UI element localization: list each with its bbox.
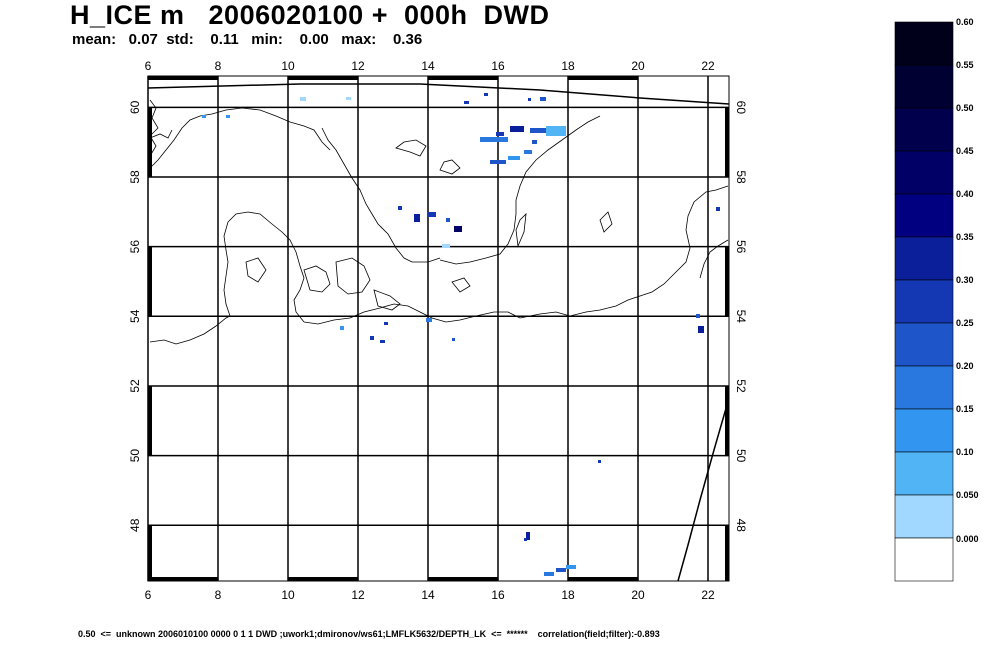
frame-bar (428, 76, 498, 80)
frame-bar (725, 246, 729, 317)
colorbar-swatch (894, 107, 954, 152)
lat-tick-label-right: 48 (734, 519, 748, 533)
field-statistics: mean: 0.07 std: 0.11 min: 0.00 max: 0.36 (72, 31, 423, 48)
colorbar-label: 0.40 (956, 189, 974, 199)
colorbar-label: 0.25 (956, 318, 974, 328)
lat-tick-label-right: 60 (734, 101, 748, 115)
ice-cover-pixels (202, 93, 720, 576)
frame-bar (568, 76, 638, 80)
plot-title: H_ICE m 2006020100 + 000h DWD (70, 0, 550, 30)
colorbar-label: 0.000 (956, 534, 979, 544)
domain-boundary-lines (147, 83, 730, 582)
frame-bar (725, 525, 729, 581)
lat-tick-label-left: 58 (128, 170, 142, 184)
colorbar-swatch (894, 236, 954, 281)
lon-tick-label-bottom: 18 (561, 588, 575, 602)
frame-bar (148, 246, 152, 317)
frame-bar (568, 577, 638, 581)
colorbar-label: 0.45 (956, 146, 974, 156)
lon-tick-label-bottom: 8 (215, 588, 222, 602)
lat-tick-label-left: 56 (128, 240, 142, 254)
colorbar-label: 0.10 (956, 447, 974, 457)
colorbar-label: 0.60 (956, 17, 974, 27)
colorbar-label: 0.35 (956, 232, 974, 242)
lat-tick-label-right: 50 (734, 449, 748, 463)
frame-alternating-bars (148, 76, 729, 581)
lat-tick-label-left: 50 (128, 449, 142, 463)
colorbar-swatch (894, 408, 954, 453)
lon-tick-label-top: 18 (561, 59, 575, 73)
frame-bar (148, 385, 152, 456)
colorbar-swatch (894, 21, 954, 66)
frame-bar (148, 76, 218, 80)
lat-tick-label-right: 58 (734, 170, 748, 184)
lat-lon-grid (147, 76, 729, 581)
lon-tick-label-top: 14 (421, 59, 435, 73)
colorbar-swatch (894, 537, 954, 582)
lon-tick-label-bottom: 6 (145, 588, 152, 602)
lat-tick-label-left: 52 (128, 379, 142, 393)
lon-tick-label-bottom: 22 (701, 588, 715, 602)
lat-tick-label-left: 60 (128, 100, 142, 114)
lon-tick-label-bottom: 12 (351, 588, 365, 602)
lon-tick-label-top: 6 (145, 59, 152, 73)
colorbar-label: 0.30 (956, 275, 974, 285)
lat-tick-label-right: 54 (734, 310, 748, 324)
colorbar-swatch (894, 150, 954, 195)
lon-tick-label-top: 16 (491, 59, 505, 73)
colorbar-swatch (894, 494, 954, 539)
lat-tick-label-left: 54 (128, 309, 142, 323)
frame-bar (288, 76, 358, 80)
frame-bar (148, 525, 152, 581)
lon-tick-label-bottom: 14 (421, 588, 435, 602)
frame-bar (725, 107, 729, 177)
frame-bar (428, 577, 498, 581)
colorbar: 0.60 0.55 0.50 0.45 0.40 0.35 0.30 0.25 0.20 0.15… (894, 17, 979, 582)
lon-tick-label-top: 20 (631, 59, 645, 73)
colorbar-swatch (894, 451, 954, 496)
colorbar-swatch (894, 322, 954, 367)
colorbar-swatch (894, 193, 954, 238)
frame-bar (148, 107, 152, 177)
lon-tick-label-top: 10 (281, 59, 295, 73)
lon-tick-label-bottom: 20 (631, 588, 645, 602)
colorbar-label: 0.15 (956, 404, 974, 414)
lon-tick-label-bottom: 16 (491, 588, 505, 602)
lon-tick-label-top: 12 (351, 59, 365, 73)
lon-tick-label-bottom: 10 (281, 588, 295, 602)
colorbar-swatch (894, 365, 954, 410)
lon-tick-label-top: 8 (215, 59, 222, 73)
lat-tick-label-right: 56 (734, 240, 748, 254)
lon-tick-label-top: 22 (701, 59, 715, 73)
coastlines (149, 99, 729, 345)
colorbar-label: 0.050 (956, 490, 979, 500)
frame-bar (725, 385, 729, 456)
colorbar-swatch (894, 64, 954, 109)
colorbar-label: 0.50 (956, 103, 974, 113)
footer-info: 0.50 <= unknown 2006010100 0000 0 1 1 DW… (78, 629, 660, 639)
tick-labels: 6 6 8 8 10 10 12 12 14 14 16 16 18 18 20 20 22 22 48 48 50 50… (128, 59, 748, 602)
colorbar-label: 0.20 (956, 361, 974, 371)
lat-tick-label-left: 48 (128, 518, 142, 532)
map-frame (147, 75, 730, 582)
colorbar-label: 0.55 (956, 60, 974, 70)
frame-bar (288, 577, 358, 581)
frame-bar (148, 577, 218, 581)
colorbar-swatch (894, 279, 954, 324)
lat-tick-label-right: 52 (734, 379, 748, 393)
